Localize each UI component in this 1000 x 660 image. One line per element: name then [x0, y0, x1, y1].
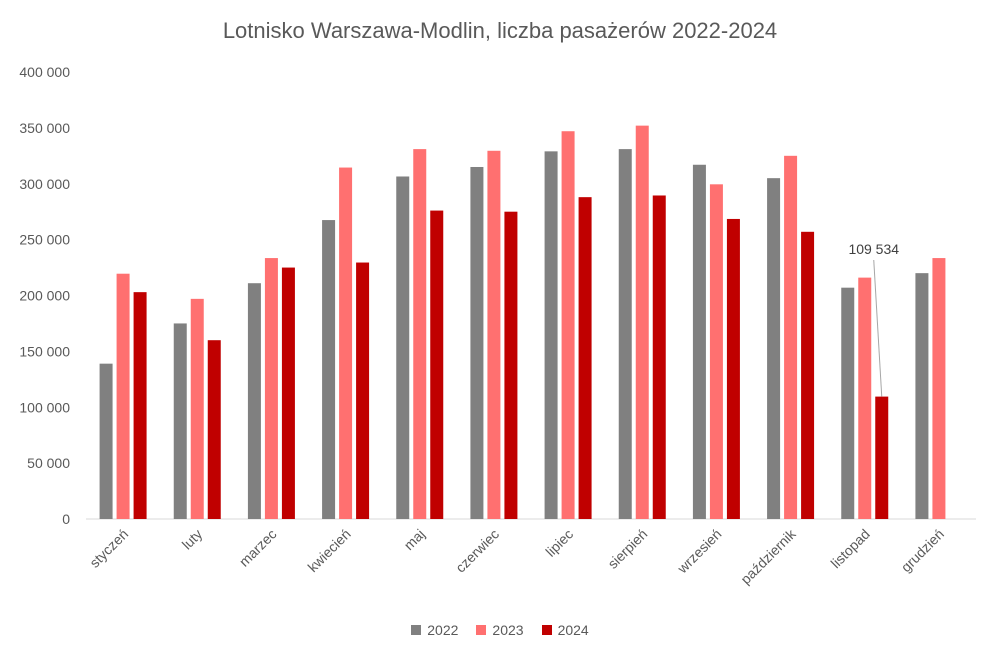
bar-2022-lipiec — [544, 151, 558, 519]
x-tick-label: czerwiec — [452, 526, 502, 576]
bars — [99, 125, 946, 520]
x-tick-label: październik — [737, 525, 799, 587]
y-tick-label: 50 000 — [27, 455, 70, 471]
x-tick-label: kwiecień — [304, 526, 353, 575]
legend-label: 2023 — [492, 622, 524, 638]
y-tick-label: 400 000 — [19, 64, 70, 80]
legend-item: 2024 — [541, 622, 589, 638]
bar-2022-sierpień — [618, 149, 632, 520]
annotations: 109 534 — [848, 241, 899, 397]
bar-2023-grudzień — [932, 258, 946, 519]
y-tick-label: 0 — [62, 511, 70, 527]
bar-2024-luty — [207, 340, 221, 519]
x-tick-label: luty — [179, 526, 206, 553]
y-tick-label: 300 000 — [19, 176, 70, 192]
y-tick-label: 250 000 — [19, 232, 70, 248]
bar-2022-październik — [767, 178, 781, 519]
annotation-leader-line — [873, 259, 883, 397]
bar-2023-czerwiec — [487, 150, 501, 519]
bar-2023-maj — [413, 149, 427, 520]
x-tick-label: sierpień — [604, 526, 650, 572]
x-tick-label: maj — [401, 526, 428, 553]
bar-2024-październik — [801, 231, 815, 520]
legend: 2022 2023 2024 — [0, 622, 1000, 638]
x-tick-label: listopad — [827, 526, 872, 571]
bar-2024-marzec — [281, 267, 295, 519]
legend-swatch — [411, 625, 422, 635]
bar-2022-listopad — [841, 287, 855, 519]
y-tick-label: 150 000 — [19, 343, 70, 359]
bar-2024-czerwiec — [504, 211, 518, 519]
bar-2024-styczeń — [133, 292, 147, 519]
bar-2022-wrzesień — [692, 164, 706, 519]
bar-2024-listopad — [875, 396, 889, 519]
x-tick-label: lipiec — [542, 526, 576, 560]
bar-2023-lipiec — [561, 131, 575, 520]
legend-swatch — [476, 625, 487, 635]
x-tick-label: wrzesień — [673, 526, 724, 577]
y-tick-label: 100 000 — [19, 399, 70, 415]
bar-2022-grudzień — [915, 273, 929, 519]
y-tick-label: 200 000 — [19, 288, 70, 304]
bar-2023-październik — [784, 155, 798, 519]
bar-2023-wrzesień — [709, 184, 723, 519]
bar-2023-sierpień — [635, 125, 649, 519]
bar-2022-czerwiec — [470, 166, 484, 520]
x-tick-label: marzec — [236, 526, 280, 570]
bar-2024-sierpień — [652, 195, 666, 519]
y-axis: 0 50 000 100 000 150 000 200 000 250 000 300 0… — [19, 64, 70, 527]
bar-2024-kwiecień — [356, 262, 370, 519]
bar-2023-marzec — [264, 258, 278, 519]
bar-2024-maj — [430, 210, 444, 519]
x-tick-label: grudzień — [898, 526, 947, 575]
bar-2022-luty — [173, 323, 187, 519]
legend-label: 2022 — [427, 622, 459, 638]
x-tick-label: styczeń — [86, 526, 131, 571]
bar-2022-styczeń — [99, 363, 113, 519]
y-tick-label: 350 000 — [19, 120, 70, 136]
bar-2023-kwiecień — [339, 167, 353, 519]
bar-2022-kwiecień — [322, 220, 336, 519]
bar-2023-listopad — [858, 277, 872, 519]
legend-swatch — [541, 625, 552, 635]
x-axis: styczeń luty marzec kwiecień maj czerwiec lipi… — [86, 518, 976, 587]
bar-2023-luty — [190, 298, 204, 519]
bar-2024-lipiec — [578, 197, 592, 519]
legend-label: 2024 — [557, 622, 589, 638]
legend-item: 2022 — [411, 622, 458, 638]
legend-item: 2023 — [476, 622, 524, 638]
chart-title: Lotnisko Warszawa-Modlin, liczba pasażer… — [222, 18, 778, 43]
bar-2022-marzec — [247, 283, 261, 519]
bar-2022-maj — [396, 176, 410, 519]
data-label: 109 534 — [848, 241, 899, 257]
bar-2023-styczeń — [116, 273, 130, 519]
bar-2024-wrzesień — [726, 218, 740, 520]
